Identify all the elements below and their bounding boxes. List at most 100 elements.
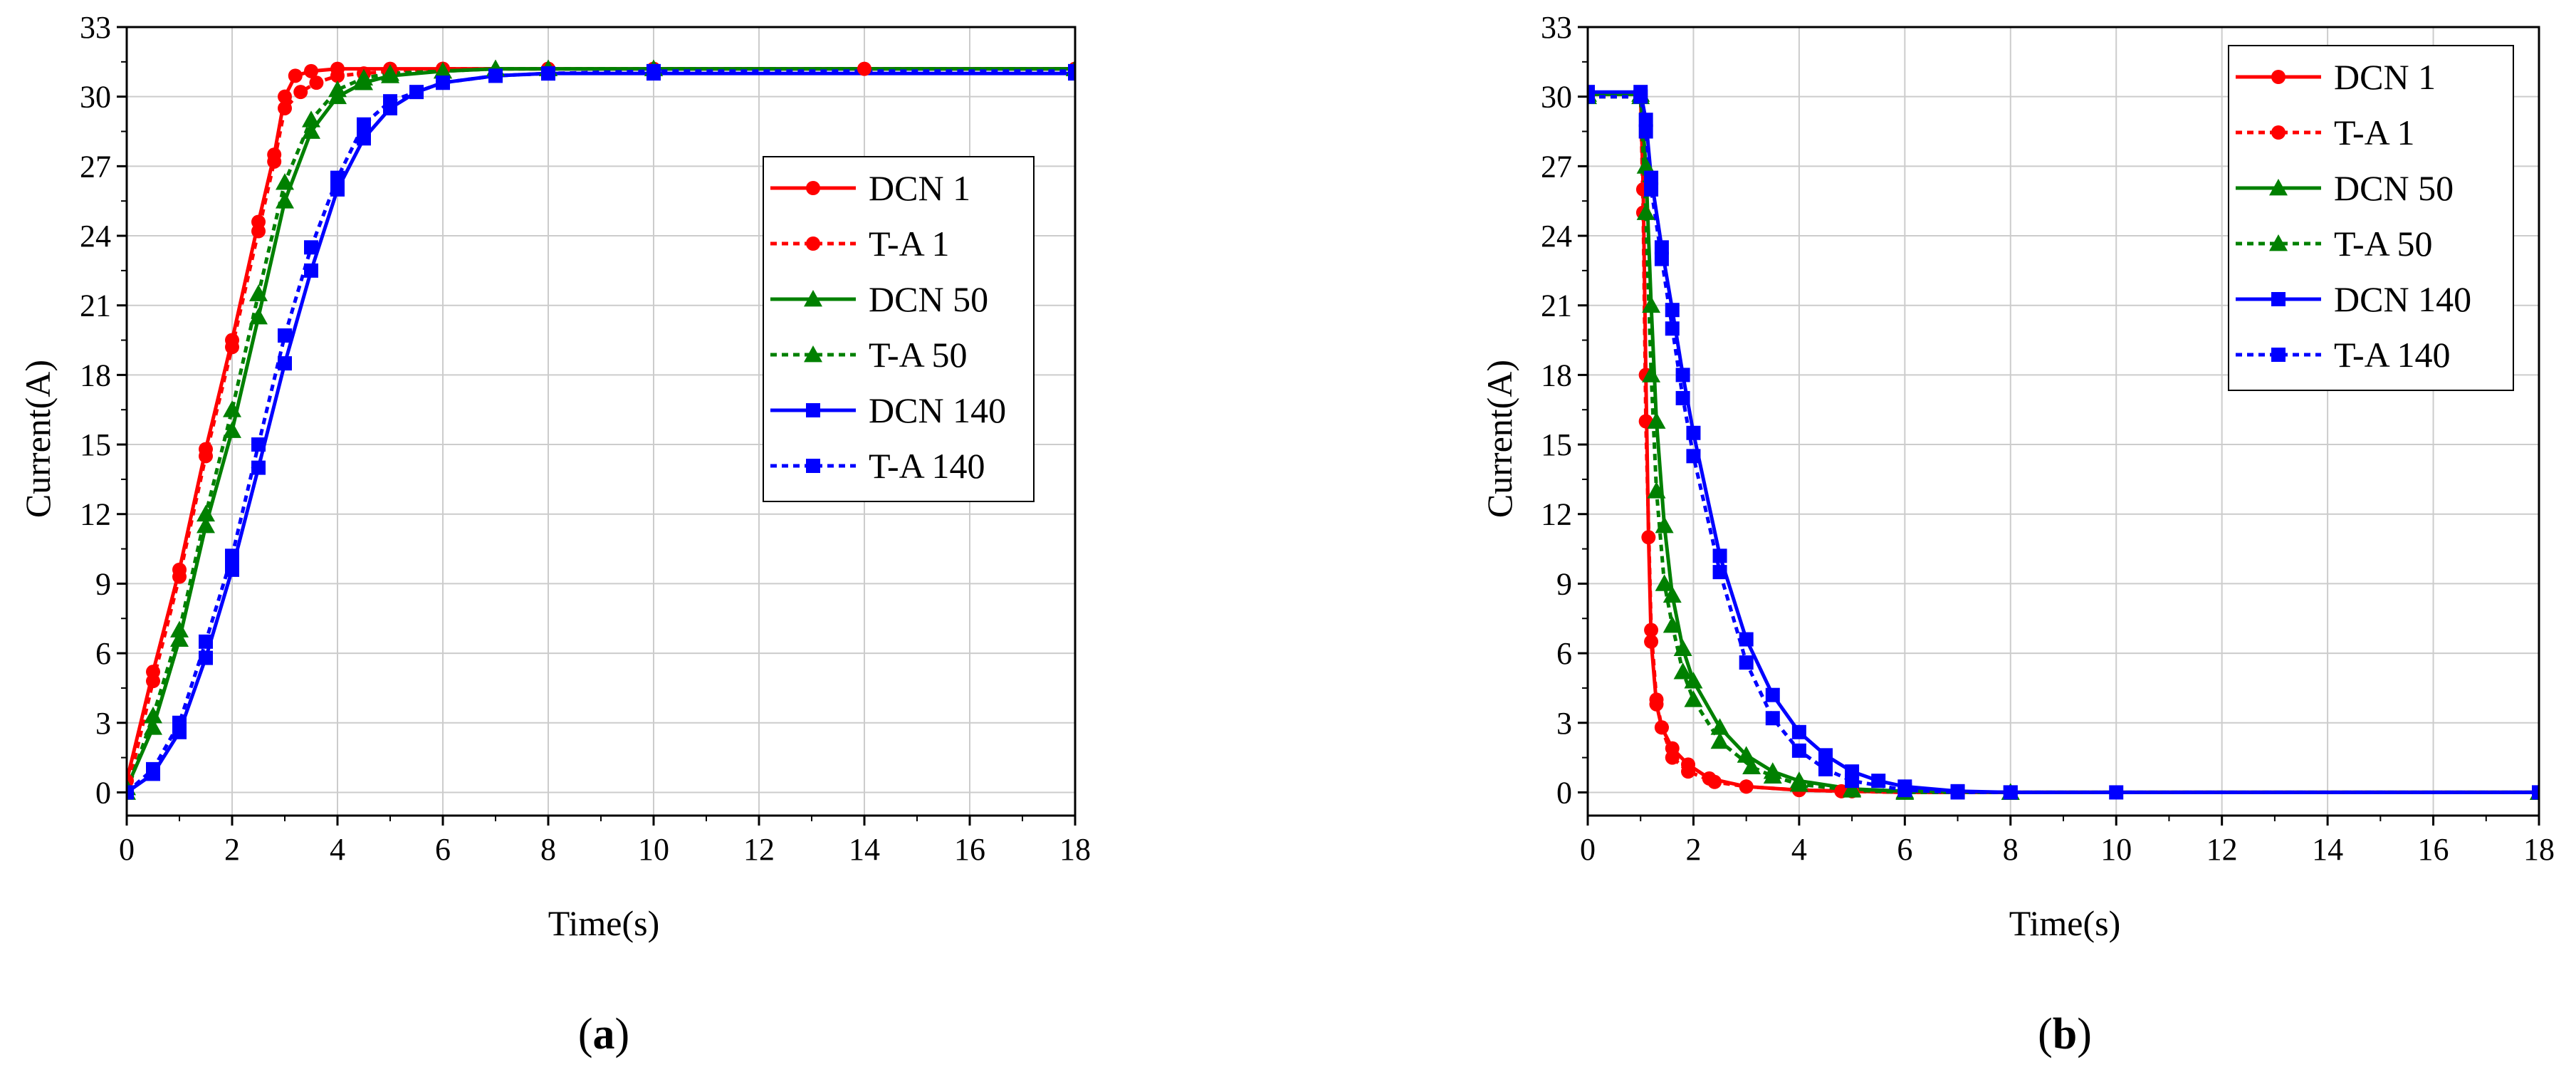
- y-tick-label: 12: [80, 497, 111, 532]
- data-point: [304, 63, 318, 78]
- legend-label: T-A 140: [2334, 335, 2450, 375]
- data-point: [1707, 774, 1722, 789]
- y-tick-label: 33: [80, 10, 111, 45]
- data-point: [144, 706, 162, 724]
- data-point: [146, 761, 160, 776]
- legend: DCN 1 T-A 1 DCN 50 T-A 50 DCN 140 T-A 140: [2228, 45, 2514, 391]
- data-point: [1068, 63, 1075, 78]
- data-point: [2532, 785, 2539, 800]
- data-point: [1665, 321, 1680, 336]
- data-point: [1663, 586, 1682, 603]
- x-tick-label: 4: [330, 832, 345, 867]
- x-tick-label: 4: [1791, 832, 1807, 867]
- x-tick-label: 10: [638, 832, 669, 867]
- data-point: [304, 240, 318, 255]
- x-axis-title-a: Time(s): [548, 903, 660, 943]
- legend-marker: [804, 290, 822, 307]
- series-line-t-a-140: [1588, 95, 2539, 794]
- data-point: [1739, 655, 1754, 670]
- data-point: [251, 224, 266, 239]
- data-point: [2109, 785, 2124, 800]
- legend-marker: [804, 345, 822, 363]
- legend-marker: [2271, 70, 2286, 84]
- data-point: [1737, 746, 1756, 763]
- x-tick-label: 16: [2418, 832, 2449, 867]
- data-point: [127, 785, 134, 800]
- data-point: [1897, 783, 1912, 798]
- x-tick-label: 12: [743, 832, 775, 867]
- data-point: [1655, 516, 1674, 534]
- legend-box: [2228, 45, 2514, 391]
- legend-marker: [2269, 179, 2288, 196]
- legend-label: DCN 50: [2334, 168, 2454, 208]
- y-tick-label: 3: [1556, 706, 1572, 741]
- legend-label: DCN 140: [2334, 279, 2471, 319]
- data-point: [197, 504, 215, 522]
- data-point: [1644, 182, 1659, 197]
- data-point: [170, 620, 189, 638]
- data-point: [251, 460, 266, 475]
- data-point: [278, 100, 292, 115]
- y-tick-label: 6: [95, 636, 111, 671]
- data-point: [225, 548, 239, 563]
- data-point: [1871, 774, 1886, 789]
- data-point: [1647, 482, 1666, 499]
- data-point: [1950, 785, 1965, 800]
- y-tick-label: 24: [80, 219, 111, 254]
- data-point: [278, 328, 292, 343]
- data-point: [251, 437, 266, 452]
- data-point: [1818, 748, 1833, 763]
- data-point: [249, 307, 268, 325]
- data-point: [1642, 296, 1661, 313]
- data-point: [1818, 761, 1833, 776]
- x-tick-label: 12: [2206, 832, 2238, 867]
- legend-label: T-A 50: [869, 335, 967, 375]
- data-point: [304, 263, 318, 278]
- y-tick-label: 18: [80, 358, 111, 392]
- data-point: [276, 173, 294, 190]
- y-tick-label: 0: [1556, 775, 1572, 810]
- data-point: [1673, 662, 1692, 680]
- x-tick-label: 14: [2312, 832, 2343, 867]
- legend-label: T-A 1: [2334, 113, 2414, 152]
- data-point: [1675, 390, 1690, 405]
- data-point: [1636, 157, 1655, 174]
- x-tick-label: 16: [954, 832, 985, 867]
- legend-box: [763, 156, 1035, 502]
- data-point: [223, 400, 241, 417]
- data-point: [1654, 251, 1669, 266]
- x-tick-label: 0: [1580, 832, 1596, 867]
- caption-b: (b): [2038, 1010, 2092, 1058]
- data-point: [488, 68, 503, 83]
- data-point: [1655, 574, 1674, 591]
- data-point: [2003, 785, 2018, 800]
- data-point: [1638, 124, 1653, 139]
- data-point: [172, 569, 187, 584]
- data-point: [1654, 720, 1669, 735]
- data-point: [330, 68, 345, 83]
- data-point: [1791, 724, 1806, 739]
- y-tick-label: 9: [95, 566, 111, 601]
- data-point: [172, 715, 187, 730]
- data-point: [1647, 412, 1666, 429]
- y-axis-title-a: Current(A): [18, 360, 58, 518]
- x-tick-label: 2: [1685, 832, 1701, 867]
- data-point: [293, 85, 308, 100]
- data-point: [225, 340, 239, 355]
- legend-label: DCN 1: [2334, 57, 2436, 97]
- y-tick-label: 6: [1556, 636, 1572, 671]
- data-point: [1665, 303, 1680, 318]
- x-tick-label: 18: [2523, 832, 2555, 867]
- y-tick-label: 30: [1541, 80, 1572, 115]
- caption-a: (a): [578, 1010, 629, 1058]
- data-point: [1633, 89, 1648, 104]
- x-tick-label: 8: [540, 832, 556, 867]
- legend-label: DCN 1: [869, 168, 970, 208]
- data-point: [330, 170, 345, 185]
- y-tick-label: 0: [95, 775, 111, 810]
- y-tick-label: 15: [80, 427, 111, 462]
